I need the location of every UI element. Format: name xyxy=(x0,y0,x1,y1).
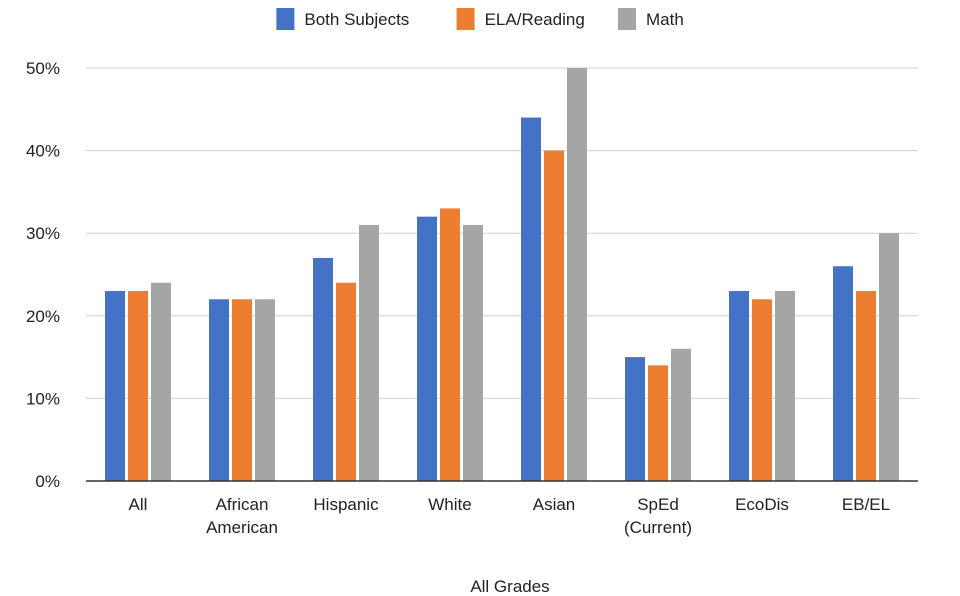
bar-both-subjects xyxy=(833,266,853,481)
bar-both-subjects xyxy=(209,299,229,481)
bar-ela-reading xyxy=(232,299,252,481)
bar-ela-reading xyxy=(752,299,772,481)
y-tick-label: 0% xyxy=(35,472,60,491)
x-category-label: African American xyxy=(206,495,278,537)
x-category-label: SpEd (Current) xyxy=(624,495,692,537)
bar-math xyxy=(151,282,171,481)
bar-both-subjects xyxy=(105,291,125,481)
legend-label: Both Subjects xyxy=(304,10,409,29)
bar-ela-reading xyxy=(336,282,356,481)
bar-ela-reading xyxy=(128,291,148,481)
bar-both-subjects xyxy=(625,357,645,481)
bar-both-subjects xyxy=(729,291,749,481)
bar-both-subjects xyxy=(313,257,333,481)
bar-ela-reading xyxy=(648,365,668,481)
bars xyxy=(105,68,899,482)
x-category-label: Asian xyxy=(533,495,576,514)
x-axis-categories: All African American Hispanic White Asian SpEd… xyxy=(129,495,891,537)
bar-math xyxy=(671,348,691,481)
bar-math xyxy=(879,233,899,481)
bar-math xyxy=(255,299,275,481)
x-category-label: White xyxy=(428,495,471,514)
legend-swatch xyxy=(276,8,295,30)
y-tick-label: 50% xyxy=(26,59,60,78)
y-tick-label: 40% xyxy=(26,142,60,161)
legend: Both Subjects ELA/Reading Math xyxy=(276,8,684,30)
bar-math xyxy=(463,224,483,481)
bar-math xyxy=(775,291,795,481)
x-axis-label: All Grades xyxy=(470,577,549,596)
bar-both-subjects xyxy=(417,216,437,481)
y-axis-ticks: 0% 10% 20% 30% 40% 50% xyxy=(26,59,60,491)
y-tick-label: 30% xyxy=(26,224,60,243)
x-category-label: Hispanic xyxy=(313,495,379,514)
bar-ela-reading xyxy=(440,208,460,482)
bar-ela-reading xyxy=(856,291,876,481)
x-category-label: EcoDis xyxy=(735,495,789,514)
x-category-label: All xyxy=(129,495,148,514)
legend-label: ELA/Reading xyxy=(485,10,585,29)
bar-both-subjects xyxy=(521,117,541,481)
legend-swatch xyxy=(456,8,475,30)
x-category-label: EB/EL xyxy=(842,495,890,514)
y-tick-label: 10% xyxy=(26,389,60,408)
bar-ela-reading xyxy=(544,150,564,481)
bar-math xyxy=(359,224,379,481)
y-tick-label: 20% xyxy=(26,307,60,326)
legend-label: Math xyxy=(646,10,684,29)
legend-swatch xyxy=(618,8,636,30)
bar-math xyxy=(567,68,587,481)
